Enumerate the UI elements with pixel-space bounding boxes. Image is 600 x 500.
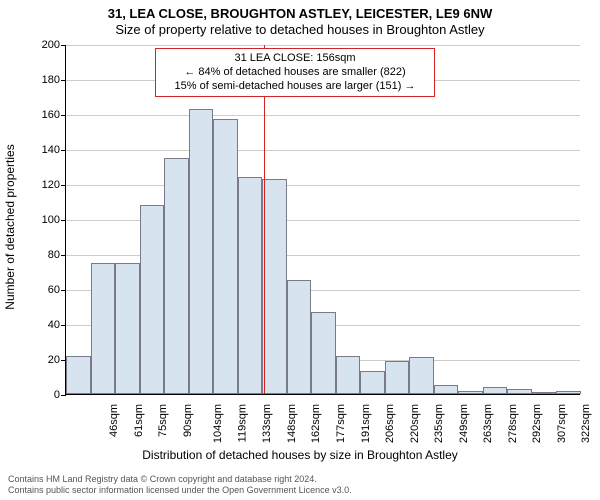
xtick-label: 220sqm [409,404,421,443]
histogram-bar [189,109,214,394]
chart-title-sub: Size of property relative to detached ho… [0,22,600,37]
xtick-label: 322sqm [580,404,592,443]
ytick-label: 140 [30,144,60,156]
y-axis-label: Number of detached properties [3,144,17,309]
plot-area [65,45,580,395]
histogram-bar [507,389,532,394]
histogram-bar [336,356,361,395]
histogram-bar [262,179,287,394]
ytick-label: 60 [30,284,60,296]
histogram-bar [360,371,385,394]
gridline-h [66,45,580,46]
xtick-label: 292sqm [531,404,543,443]
xtick-label: 307sqm [556,404,568,443]
ytick-mark [61,80,66,81]
histogram-bar [483,387,508,394]
xtick-label: 90sqm [182,404,194,437]
ytick-mark [61,150,66,151]
gridline-h [66,150,580,151]
ytick-label: 20 [30,354,60,366]
histogram-bar [140,205,165,394]
xtick-label: 162sqm [311,404,323,443]
xtick-label: 61sqm [133,404,145,437]
xtick-label: 235sqm [433,404,445,443]
gridline-h [66,115,580,116]
histogram-bar [311,312,336,394]
xtick-label: 206sqm [384,404,396,443]
xtick-label: 46sqm [108,404,120,437]
footer-line-1: Contains HM Land Registry data © Crown c… [8,474,352,485]
histogram-bar [434,385,459,394]
ytick-label: 80 [30,249,60,261]
xtick-label: 249sqm [458,404,470,443]
ytick-mark [61,395,66,396]
x-axis-label: Distribution of detached houses by size … [0,448,600,462]
xtick-label: 148sqm [286,404,298,443]
ytick-label: 0 [30,389,60,401]
xtick-label: 119sqm [236,404,248,442]
ytick-label: 200 [30,39,60,51]
ytick-mark [61,45,66,46]
xtick-label: 263sqm [482,404,494,443]
footer-attribution: Contains HM Land Registry data © Crown c… [8,474,352,496]
ytick-mark [61,115,66,116]
ytick-label: 40 [30,319,60,331]
histogram-bar [385,361,410,394]
reference-annotation-box: 31 LEA CLOSE: 156sqm ← 84% of detached h… [155,48,435,97]
ytick-mark [61,255,66,256]
histogram-bar [287,280,312,394]
histogram-bar [91,263,116,394]
ytick-mark [61,290,66,291]
histogram-bar [164,158,189,394]
chart-title-address: 31, LEA CLOSE, BROUGHTON ASTLEY, LEICEST… [0,6,600,21]
ytick-label: 120 [30,179,60,191]
annot-line-3: 15% of semi-detached houses are larger (… [164,80,426,94]
annot-line-2: ← 84% of detached houses are smaller (82… [164,66,426,80]
reference-line [264,45,266,394]
xtick-label: 133sqm [262,404,274,443]
xtick-label: 104sqm [212,404,224,443]
ytick-label: 180 [30,74,60,86]
ytick-label: 160 [30,109,60,121]
xtick-label: 191sqm [360,404,372,443]
xtick-label: 278sqm [507,404,519,443]
histogram-bar [213,119,238,394]
histogram-bar [115,263,140,394]
ytick-mark [61,325,66,326]
histogram-bar [238,177,263,394]
ytick-label: 100 [30,214,60,226]
ytick-mark [61,185,66,186]
histogram-bar [409,357,434,394]
annot-line-1: 31 LEA CLOSE: 156sqm [164,52,426,66]
gridline-h [66,185,580,186]
xtick-label: 75sqm [157,404,169,437]
histogram-bar [532,392,557,394]
footer-line-2: Contains public sector information licen… [8,485,352,496]
xtick-label: 177sqm [335,404,347,443]
histogram-bar [458,391,483,395]
histogram-bar [556,391,581,395]
histogram-bar [66,356,91,395]
ytick-mark [61,220,66,221]
